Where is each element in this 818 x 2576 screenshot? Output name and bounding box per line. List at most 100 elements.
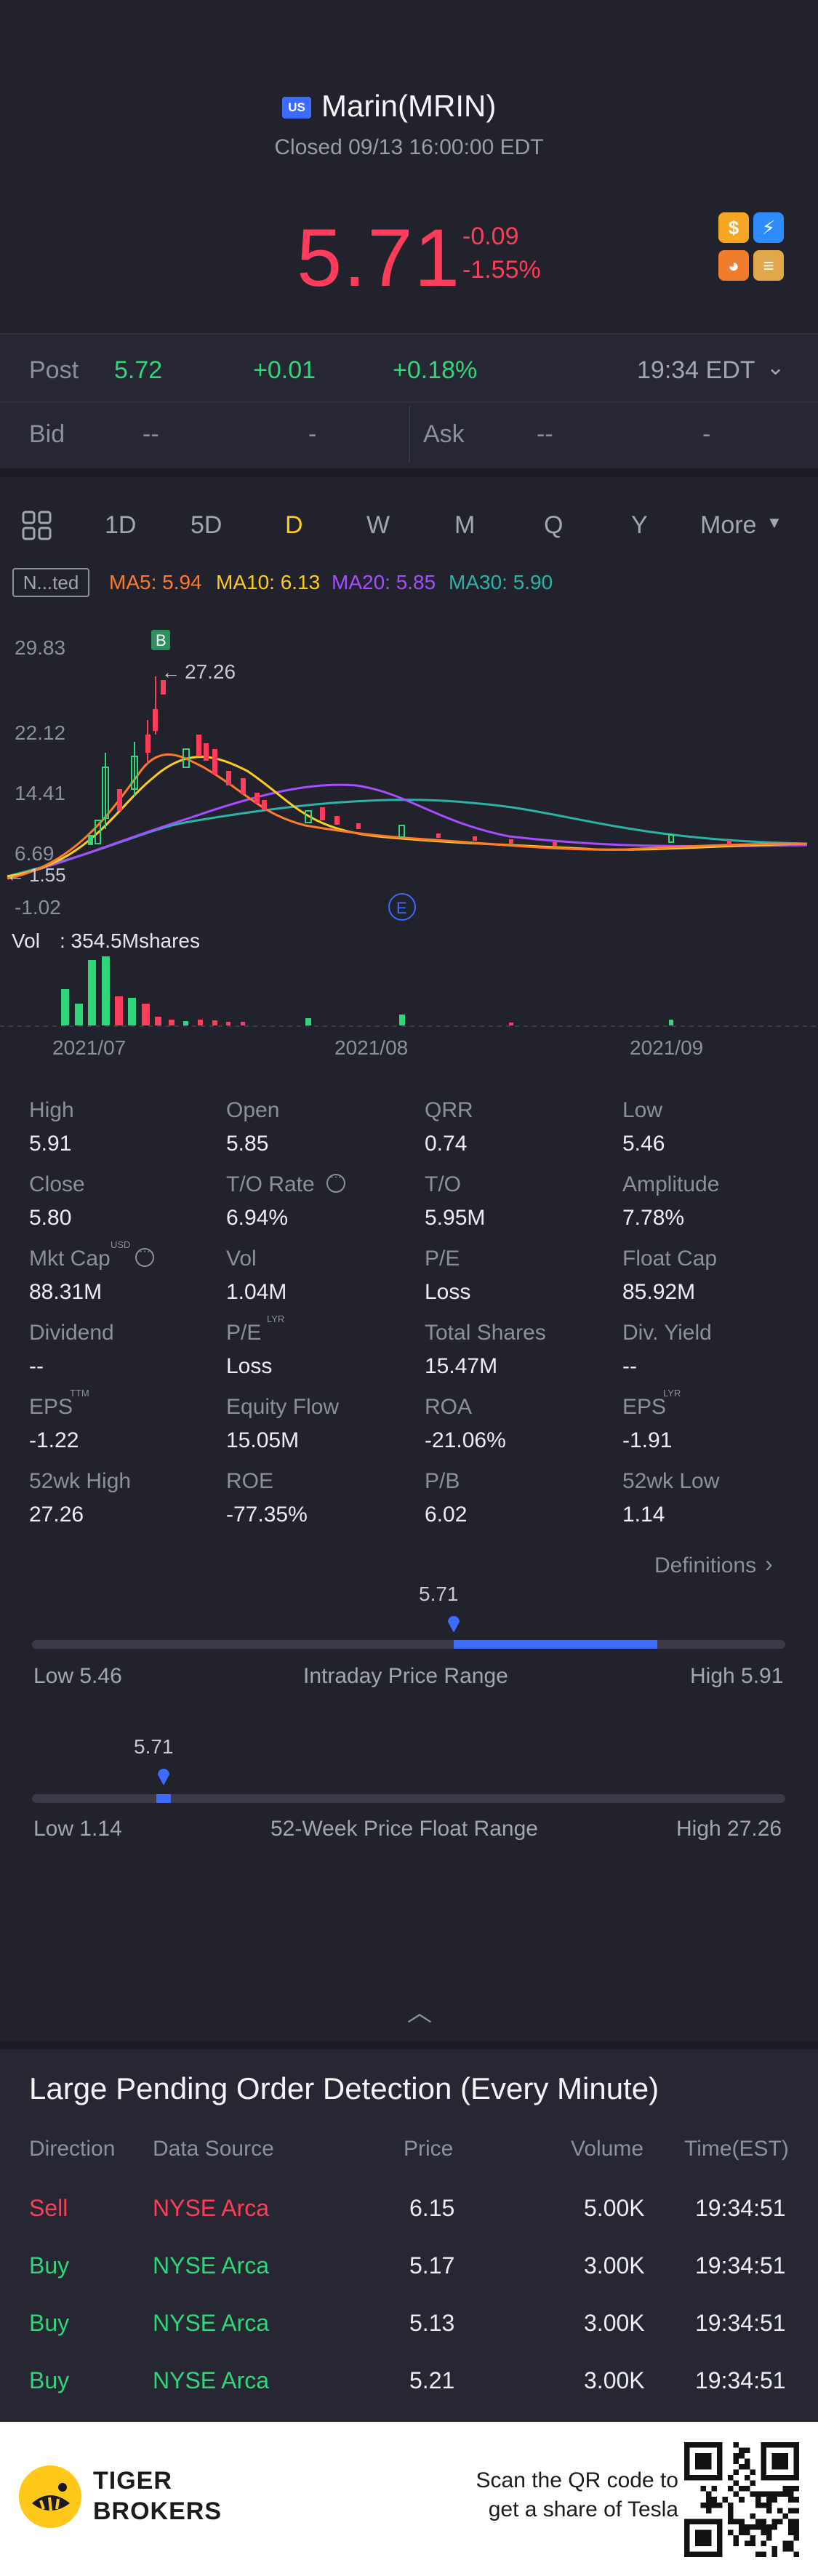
stat-label: Low — [622, 1098, 663, 1122]
order-time: 19:34:51 — [695, 2195, 786, 2221]
ask-label: Ask — [423, 420, 465, 448]
order-price: 5.21 — [409, 2367, 455, 2393]
volume-bars — [61, 956, 673, 1025]
flash-icon[interactable]: ⚡ — [753, 212, 784, 243]
info-icon[interactable] — [135, 1245, 154, 1267]
bid-size: - — [308, 420, 317, 448]
grid-layout-icon[interactable] — [22, 511, 52, 541]
stat-value: 15.47M — [425, 1354, 498, 1378]
order-price: 6.15 — [409, 2195, 455, 2221]
y-tick-label: 14.41 — [15, 782, 65, 804]
intraday-fill — [454, 1640, 657, 1649]
pending-orders-panel: Large Pending Order Detection (Every Min… — [0, 2049, 818, 2420]
col-volume: Volume — [571, 2137, 644, 2161]
stat-label: T/O — [425, 1172, 461, 1196]
stat-value: 5.95M — [425, 1206, 486, 1230]
tab-m[interactable]: M — [454, 511, 476, 539]
tiger-logo-icon — [19, 2465, 81, 2528]
stat-label: Dividend — [29, 1321, 114, 1345]
order-source: NYSE Arca — [153, 2310, 270, 2336]
post-time[interactable]: 19:34 EDT — [637, 356, 755, 384]
footer-banner[interactable]: TIGER BROKERS Scan the QR code to get a … — [0, 2422, 818, 2576]
y-tick-label: 22.12 — [15, 721, 65, 744]
ask-size: - — [702, 420, 711, 448]
order-price: 5.17 — [409, 2252, 455, 2279]
stat-value: 5.91 — [29, 1132, 72, 1156]
buy-marker-label: B — [156, 631, 167, 649]
col-data-source: Data Source — [153, 2137, 274, 2161]
stat-superscript: LYR — [267, 1313, 285, 1324]
stat-value: 15.05M — [226, 1428, 300, 1452]
tab-1d[interactable]: 1D — [105, 511, 137, 539]
period-tabs: 1D 5D D W M Q Y More ▼ — [0, 477, 818, 572]
stat-label: Amplitude — [622, 1172, 720, 1196]
order-source: NYSE Arca — [153, 2252, 270, 2279]
stat-value: -- — [29, 1354, 44, 1378]
week52-pin-icon — [158, 1769, 170, 1785]
event-marker-label: E — [396, 899, 407, 917]
adjust-selector[interactable]: N...ted — [12, 568, 89, 597]
fox-icon[interactable]: ◕ — [718, 250, 749, 281]
tab-q[interactable]: Q — [544, 511, 564, 539]
market-status: Closed 09/13 16:00:00 EDT — [274, 135, 544, 159]
max-price-label: 27.26 — [185, 660, 236, 683]
market-badge: US — [282, 97, 311, 119]
tab-5d[interactable]: 5D — [191, 511, 222, 539]
qr-code-icon[interactable] — [684, 2442, 799, 2557]
chevron-right-icon[interactable]: › — [765, 1551, 773, 1577]
tab-w[interactable]: W — [366, 511, 390, 539]
order-direction: Sell — [29, 2195, 68, 2221]
tab-y[interactable]: Y — [631, 511, 648, 539]
order-source: NYSE Arca — [153, 2195, 270, 2221]
ma5-line — [7, 753, 808, 880]
stat-value: 5.85 — [226, 1132, 269, 1156]
order-volume: 3.00K — [584, 2252, 645, 2279]
dollar-icon[interactable]: $ — [718, 212, 749, 243]
info-icon[interactable] — [326, 1171, 345, 1193]
tab-more[interactable]: More — [700, 511, 757, 539]
week52-high: High 27.26 — [676, 1817, 782, 1841]
chevron-down-icon[interactable]: ⌄ — [766, 356, 785, 380]
pending-title: Large Pending Order Detection (Every Min… — [29, 2071, 659, 2105]
stat-label: ROE — [226, 1469, 274, 1493]
brand-line1: TIGER — [93, 2467, 172, 2495]
order-direction: Buy — [29, 2252, 70, 2279]
stat-value: 88.31M — [29, 1280, 103, 1304]
intraday-high: High 5.91 — [690, 1664, 784, 1688]
intraday-pin-icon — [448, 1616, 460, 1632]
candlestick-chart[interactable]: 29.83 22.12 14.41 6.69 -1.02 — [0, 618, 818, 1069]
definitions-link[interactable]: Definitions — [654, 1553, 757, 1577]
max-arrow-icon: ← — [161, 661, 180, 683]
stat-value: 6.02 — [425, 1503, 468, 1527]
tab-d[interactable]: D — [285, 511, 303, 539]
col-time: Time(EST) — [684, 2137, 789, 2161]
post-price: 5.72 — [114, 356, 163, 384]
volume-value: : 354.5Mshares — [60, 929, 200, 952]
collapse-chevron-icon[interactable]: ︿ — [407, 1999, 432, 2027]
stat-value: 5.80 — [29, 1206, 72, 1230]
last-price: 5.71 — [297, 212, 461, 303]
stat-value: -1.91 — [622, 1428, 673, 1452]
stat-label: P/E — [226, 1321, 262, 1345]
stack-icon[interactable]: ≡ — [753, 250, 784, 281]
x-tick-label: 2021/07 — [52, 1036, 126, 1059]
caret-down-icon[interactable]: ▼ — [766, 513, 782, 532]
buy-marker-icon — [151, 630, 170, 650]
stat-superscript: LYR — [663, 1388, 681, 1399]
week52-fill — [156, 1794, 172, 1803]
stat-label: P/B — [425, 1469, 460, 1493]
stat-label: Close — [29, 1172, 85, 1196]
stock-header: US Marin(MRIN) Closed 09/13 16:00:00 EDT… — [0, 0, 818, 333]
y-tick-label: 29.83 — [15, 636, 65, 659]
order-price: 5.13 — [409, 2310, 455, 2336]
order-time: 19:34:51 — [695, 2367, 786, 2393]
order-direction: Buy — [29, 2310, 70, 2336]
quote-rows: Post 5.72 +0.01 +0.18% 19:34 EDT ⌄ Bid -… — [0, 333, 818, 468]
intraday-title: Intraday Price Range — [303, 1664, 508, 1688]
week52-low: Low 1.14 — [33, 1817, 122, 1841]
stat-label: Open — [226, 1098, 280, 1122]
col-price: Price — [404, 2137, 454, 2161]
stat-superscript: USD — [111, 1239, 131, 1250]
stat-label: ROA — [425, 1395, 473, 1419]
intraday-track — [32, 1640, 785, 1649]
